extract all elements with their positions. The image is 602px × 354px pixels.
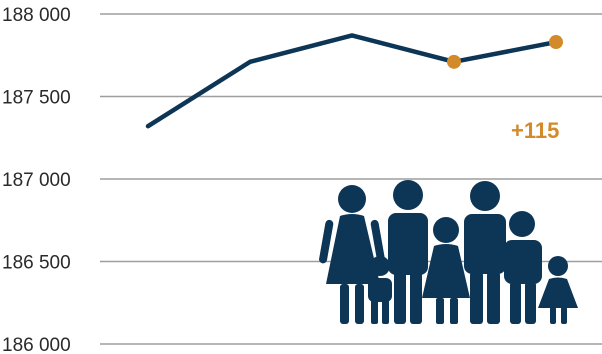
y-tick-label: 186 000 (2, 335, 71, 354)
y-axis-tick-labels: 188 000 187 500 187 000 186 500 186 000 (2, 5, 71, 354)
change-annotation: +115 (511, 118, 559, 143)
highlight-point (549, 35, 563, 50)
y-tick-label: 188 000 (2, 5, 71, 26)
highlight-point (447, 54, 461, 69)
family-icon (319, 180, 578, 324)
y-tick-label: 186 500 (2, 253, 71, 274)
y-tick-label: 187 000 (2, 170, 71, 191)
population-line (145, 33, 559, 129)
highlighted-points (447, 35, 563, 69)
y-tick-label: 187 500 (2, 88, 71, 109)
